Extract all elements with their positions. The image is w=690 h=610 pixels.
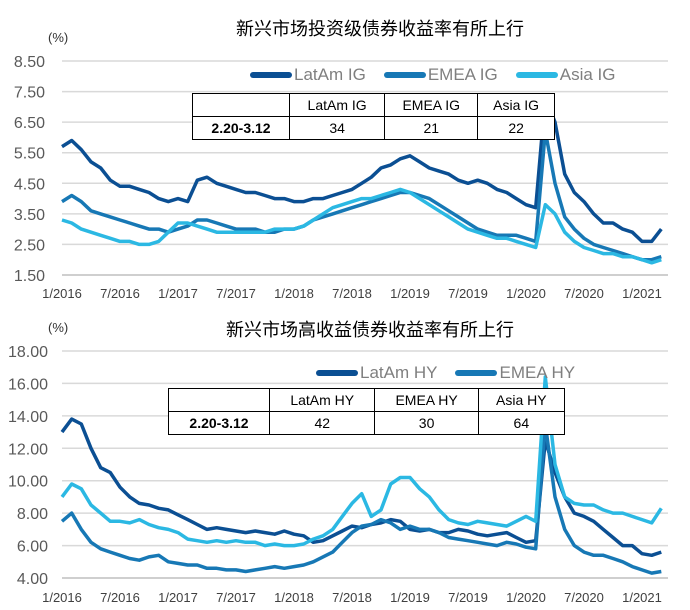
table-cell: EMEA HY (374, 388, 479, 412)
legend-swatch (455, 370, 498, 376)
chart-title-hy: 新兴市场高收益债券收益率有所上行 (226, 320, 514, 340)
unit-label-hy: (%) (48, 320, 69, 335)
x-tick-label: 1/2016 (42, 286, 82, 301)
x-tick-label: 7/2017 (216, 590, 256, 605)
table-cell: 34 (288, 116, 386, 140)
x-tick-label: 7/2019 (448, 590, 488, 605)
legend-swatch (250, 72, 292, 78)
x-tick-label: 7/2016 (100, 286, 140, 301)
y-tick-label: 1.50 (14, 268, 45, 285)
legend-swatch (316, 370, 358, 376)
y-tick-label: 7.50 (14, 85, 45, 102)
y-tick-label: 12.00 (8, 441, 48, 458)
table-cell: Asia IG (477, 93, 555, 117)
legend-item: EMEA IG (383, 65, 498, 85)
legend-ig: LatAm IG EMEA IG Asia IG (250, 65, 615, 85)
x-tick-label: 7/2020 (564, 286, 604, 301)
y-tick-label: 5.50 (14, 146, 45, 163)
y-tick-label: 16.00 (8, 376, 48, 393)
y-tick-label: 3.50 (14, 207, 45, 224)
series-line-latam-hy (60, 417, 662, 558)
x-tick-label: 7/2018 (332, 286, 372, 301)
table-cell: EMEA IG (384, 93, 479, 117)
y-tick-label: 18.00 (8, 344, 48, 361)
x-tick-label: 1/2020 (506, 286, 546, 301)
x-tick-label: 7/2018 (332, 590, 372, 605)
table-cell (168, 388, 270, 412)
table-header-row: LatAm HY EMEA HY Asia HY (168, 388, 566, 412)
y-tick-label: 2.50 (14, 237, 45, 254)
x-tick-label: 1/2021 (622, 590, 662, 605)
x-tick-label: 1/2019 (390, 590, 430, 605)
series-line-asia-ig (61, 187, 662, 265)
legend-label: Asia IG (559, 65, 616, 84)
table-cell: LatAm HY (268, 388, 376, 412)
legend-label: LatAm HY (360, 363, 438, 382)
table-cell: Asia HY (477, 388, 566, 412)
x-tick-label: 1/2017 (158, 286, 198, 301)
series-line-emea-ig (61, 129, 662, 262)
legend-item: EMEA HY (455, 363, 575, 383)
table-cell (192, 93, 290, 117)
legend-item: Asia IG (515, 65, 616, 85)
table-header-row: LatAm IG EMEA IG Asia IG (192, 93, 555, 117)
spread-change-table-ig: LatAm IG EMEA IG Asia IG 2.20-3.12 34 21… (192, 93, 555, 140)
x-tick-label: 1/2021 (622, 286, 662, 301)
y-tick-label: 8.50 (14, 54, 45, 71)
y-tick-label: 14.00 (8, 409, 48, 426)
x-tick-label: 1/2017 (158, 590, 198, 605)
x-tick-label: 7/2017 (216, 286, 256, 301)
x-tick-label: 1/2019 (390, 286, 430, 301)
legend-label: EMEA IG (427, 65, 498, 84)
spread-change-table-hy: LatAm HY EMEA HY Asia HY 2.20-3.12 42 30… (168, 388, 566, 435)
y-tick-label: 8.00 (17, 506, 48, 523)
y-tick-label: 6.00 (17, 539, 48, 556)
x-tick-label: 1/2016 (42, 590, 82, 605)
y-tick-label: 10.00 (8, 474, 48, 491)
legend-item: LatAm IG (250, 65, 366, 85)
unit-label-ig: (%) (48, 30, 69, 45)
table-cell: 30 (374, 411, 479, 435)
chart-title-ig: 新兴市场投资级债券收益率有所上行 (236, 19, 524, 39)
x-tick-label: 7/2016 (100, 590, 140, 605)
table-cell: 42 (268, 411, 376, 435)
table-row: 2.20-3.12 34 21 22 (192, 116, 555, 140)
series-line-latam-ig (61, 95, 663, 244)
y-tick-label: 4.00 (17, 571, 48, 588)
legend-swatch (383, 72, 426, 78)
legend-item: LatAm HY (316, 363, 437, 383)
legend-label: EMEA HY (499, 363, 576, 382)
x-tick-label: 1/2018 (274, 590, 314, 605)
series-line-series-2 (60, 375, 663, 548)
table-cell: LatAm IG (288, 93, 386, 117)
table-cell: 22 (477, 116, 555, 140)
x-tick-label: 7/2020 (564, 590, 604, 605)
legend-label: LatAm IG (294, 65, 366, 84)
x-tick-label: 7/2019 (448, 286, 488, 301)
table-cell: 21 (384, 116, 479, 140)
series-line-emea-hy (60, 422, 662, 575)
table-cell: 64 (477, 411, 566, 435)
y-tick-label: 6.50 (14, 115, 45, 132)
x-tick-label: 1/2018 (274, 286, 314, 301)
table-row: 2.20-3.12 42 30 64 (168, 411, 566, 435)
x-tick-label: 1/2020 (506, 590, 546, 605)
legend-hy: LatAm HY EMEA HY (316, 363, 575, 383)
y-tick-label: 4.50 (14, 176, 45, 193)
legend-swatch (515, 72, 558, 78)
table-row-label: 2.20-3.12 (192, 116, 290, 140)
table-row-label: 2.20-3.12 (168, 411, 270, 435)
